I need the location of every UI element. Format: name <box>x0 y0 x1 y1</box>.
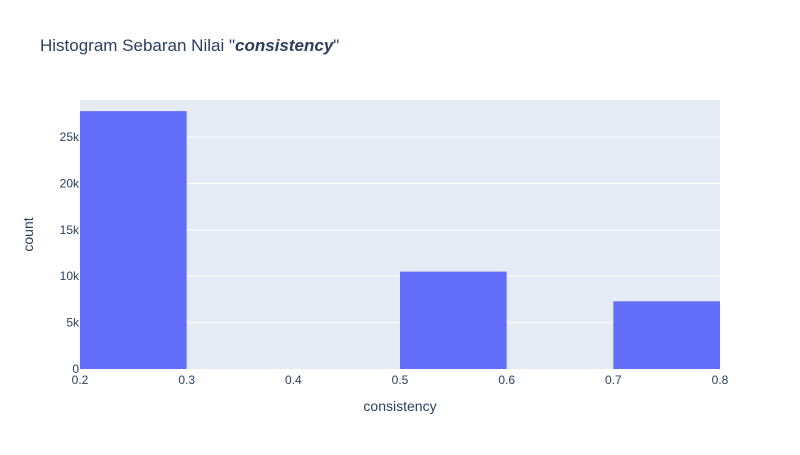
chart-title-suffix: " <box>333 36 339 55</box>
y-axis-label: count <box>20 217 36 251</box>
y-tick-label: 15k <box>60 223 80 237</box>
x-tick-label: 0.3 <box>178 373 195 387</box>
x-tick-label: 0.5 <box>392 373 409 387</box>
y-tick-label: 0 <box>72 362 79 376</box>
histogram-bar <box>80 111 187 369</box>
chart-title: Histogram Sebaran Nilai "consistency" <box>40 36 339 55</box>
x-axis-ticks: 0.2 0.3 0.4 0.5 0.6 0.7 0.8 <box>72 373 729 387</box>
x-tick-label: 0.7 <box>605 373 622 387</box>
x-tick-label: 0.8 <box>712 373 729 387</box>
x-axis-label: consistency <box>363 398 436 414</box>
y-tick-label: 10k <box>60 269 80 283</box>
x-tick-label: 0.2 <box>72 373 89 387</box>
x-tick-label: 0.6 <box>498 373 515 387</box>
y-tick-label: 5k <box>66 316 80 330</box>
chart-title-prefix: Histogram Sebaran Nilai " <box>40 36 235 55</box>
y-tick-label: 25k <box>60 130 80 144</box>
x-tick-label: 0.4 <box>285 373 302 387</box>
bars <box>80 111 720 369</box>
y-tick-label: 20k <box>60 176 80 190</box>
chart-title-emphasis: consistency <box>235 36 335 55</box>
histogram-bar <box>400 271 507 369</box>
y-axis-ticks: 0 5k 10k 15k 20k 25k <box>60 130 80 376</box>
histogram-bar <box>613 301 720 369</box>
